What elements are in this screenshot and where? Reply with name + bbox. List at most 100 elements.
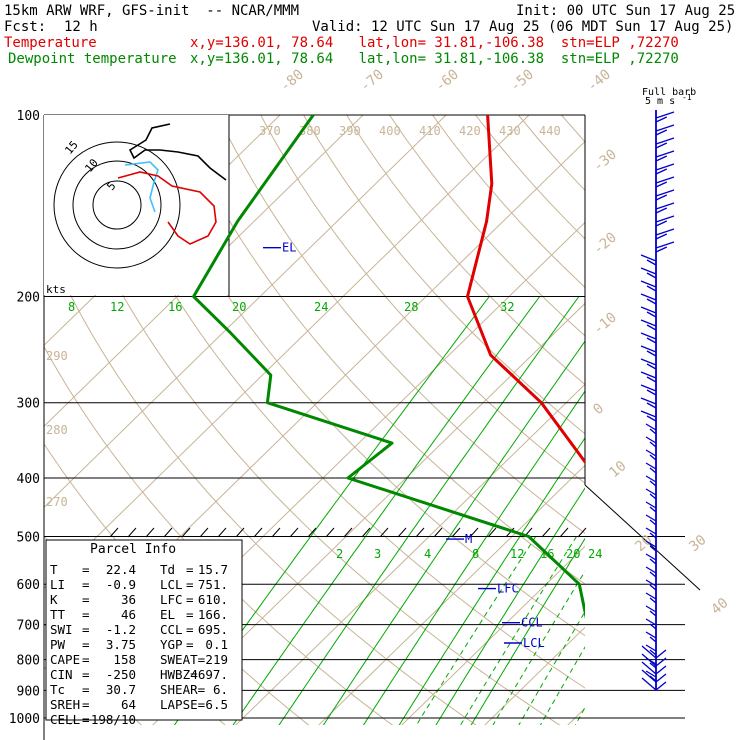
wind-barb	[645, 462, 657, 474]
hodograph-ring	[53, 141, 181, 269]
mixing-ratio-label: 20	[232, 300, 246, 314]
sounding-profiles	[192, 115, 585, 619]
wind-barb	[655, 111, 675, 123]
parcel-info-cell: K	[50, 592, 58, 607]
mixing-ratio-label: 3	[374, 547, 381, 561]
marker-label-m: M	[465, 532, 472, 546]
parcel-info-cell: 3.75	[106, 637, 136, 652]
temperature-location: x,y=136.01, 78.64 lat,lon= 31.81,-106.38…	[190, 35, 679, 51]
hodograph-units: kts	[46, 283, 66, 296]
pressure-tick-label: 1000	[9, 712, 40, 727]
isotherm-label: -40	[584, 67, 614, 96]
pressure-tick-label: 300	[17, 397, 40, 412]
parcel-info-cell: -0.9	[106, 577, 136, 592]
theta-label: 370	[259, 124, 281, 138]
mixing-ratio-label: 2	[336, 547, 343, 561]
parcel-info-cell: 198/10	[91, 712, 136, 727]
parcel-info-title: Parcel Info	[90, 542, 176, 557]
wind-barb	[645, 670, 657, 682]
temperature-profile	[466, 115, 585, 465]
wind-barb	[645, 592, 657, 604]
wind-barb	[640, 267, 657, 279]
theta-label: 270	[46, 495, 68, 509]
mixing-ratio-label: 8	[68, 300, 75, 314]
wind-barb	[640, 345, 657, 357]
isotherm-label: -70	[357, 67, 387, 96]
parcel-info-cell: CCL	[160, 622, 183, 637]
wind-barb	[655, 150, 675, 162]
parcel-info-cell: SREH	[50, 697, 80, 712]
parcel-info-cell: =	[82, 712, 90, 727]
wind-barb	[645, 618, 657, 630]
parcel-info-cell: =	[186, 637, 194, 652]
dewpoint-profile	[192, 115, 585, 619]
parcel-info-cell: =	[186, 592, 194, 607]
wind-barb	[640, 254, 657, 266]
parcel-info-cell: CELL	[50, 712, 80, 727]
temperature-legend: Temperature	[4, 35, 97, 51]
parcel-info-cell: PW	[50, 637, 66, 652]
wind-barb	[655, 124, 675, 136]
hodograph-ring	[92, 180, 142, 230]
wind-barb	[645, 423, 657, 435]
parcel-info-cell: =	[82, 622, 90, 637]
parcel-level-markers: EL M LFC CCL LCL	[263, 241, 545, 650]
wind-barb	[655, 202, 675, 214]
parcel-info-cell: =	[186, 562, 194, 577]
parcel-info-cell: =	[82, 592, 90, 607]
wind-barb	[640, 293, 657, 305]
parcel-info-cell: 15.7	[198, 562, 228, 577]
hodograph-upper-level-trace	[128, 123, 227, 181]
mixing-ratio-label: 16	[168, 300, 182, 314]
isotherm-label: -80	[277, 67, 307, 96]
model-title: 15km ARW WRF, GFS-init -- NCAR/MMM	[4, 3, 300, 19]
parcel-info-cell: 0.1	[205, 637, 228, 652]
parcel-info-cell: 22.4	[106, 562, 136, 577]
parcel-info-cell: 36	[121, 592, 136, 607]
theta-label: 400	[379, 124, 401, 138]
parcel-info-cell: Td	[160, 562, 175, 577]
mixing-ratio-label: 12	[510, 547, 524, 561]
dewpoint-location: x,y=136.01, 78.64 lat,lon= 31.81,-106.38…	[190, 51, 679, 67]
parcel-info-cell: =	[82, 607, 90, 622]
init-time: Init: 00 UTC Sun 17 Aug 25	[516, 3, 736, 19]
wind-barb	[645, 488, 657, 500]
wind-barb	[641, 645, 667, 659]
parcel-info-cell: Tc	[50, 682, 65, 697]
wind-barb	[641, 653, 667, 667]
wind-barb	[640, 397, 657, 409]
dewpoint-legend: Dewpoint temperature	[8, 51, 177, 67]
wind-barb	[645, 514, 657, 526]
wind-barb	[645, 553, 657, 565]
wind-barb	[641, 677, 667, 691]
parcel-info-cell: =	[82, 562, 90, 577]
parcel-info-cell: -1.2	[106, 622, 136, 637]
forecast-label: Fcst:	[4, 19, 47, 35]
wind-barb	[640, 319, 657, 331]
wind-barb	[645, 436, 657, 448]
wind-barb	[645, 644, 657, 656]
parcel-info-cell: =	[186, 607, 194, 622]
parcel-info-cell: =	[186, 622, 194, 637]
parcel-info-cell: -250	[106, 667, 136, 682]
parcel-info-cell: 695.	[198, 622, 228, 637]
parcel-info-cell: LI	[50, 577, 65, 592]
wind-barb	[655, 176, 675, 188]
mixing-ratio-label: 8	[472, 547, 479, 561]
barb-panel-units: 5 m s	[645, 96, 675, 107]
parcel-info-cell: HWBZ=	[160, 667, 198, 682]
parcel-info-cell: SWI	[50, 622, 73, 637]
parcel-info-cell: LCL	[160, 577, 183, 592]
parcel-info-cell: =	[82, 667, 90, 682]
wind-barb	[655, 189, 675, 201]
parcel-info-cell: 6.5	[205, 697, 228, 712]
isotherm-label: -60	[432, 67, 462, 96]
mixing-ratio-label: 20	[566, 547, 580, 561]
wind-barb	[655, 137, 675, 149]
marker-label-ccl: CCL	[521, 616, 543, 630]
wind-barb	[645, 527, 657, 539]
parcel-info-cell: CIN	[50, 667, 73, 682]
